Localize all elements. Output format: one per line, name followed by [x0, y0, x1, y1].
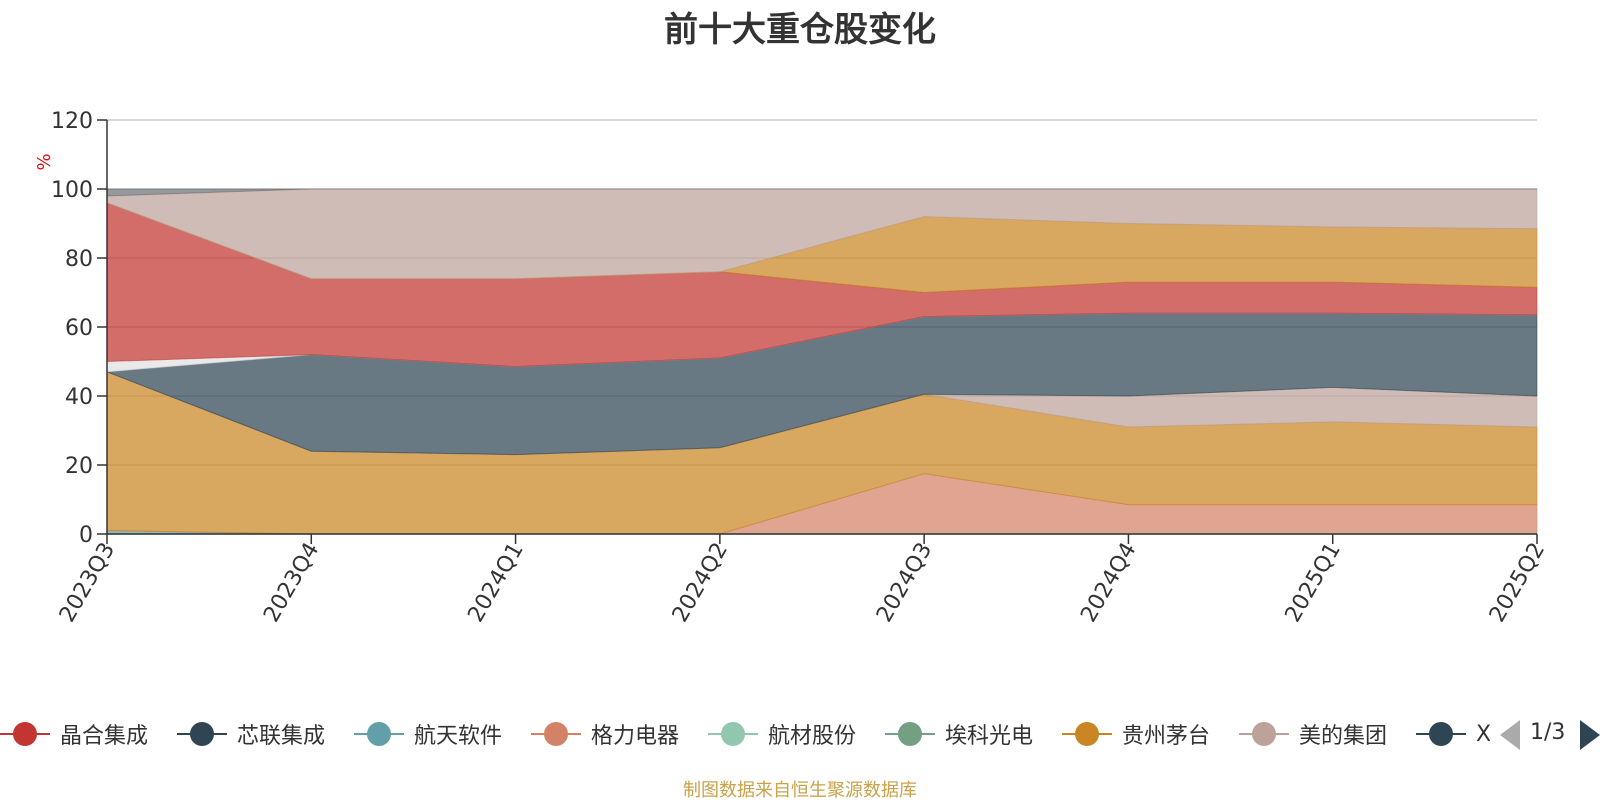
- area-series-layer: [106, 188, 1538, 535]
- legend-marker-icon: [885, 706, 935, 762]
- legend-label: 埃科光电: [945, 724, 1034, 749]
- x-tick-label: 2025Q2: [1485, 539, 1550, 627]
- x-tick-label: 2023Q4: [259, 539, 324, 627]
- legend-label: 航材股份: [768, 724, 857, 749]
- legend-item[interactable]: 航天软件: [354, 706, 502, 762]
- legend-marker-icon: [0, 706, 50, 762]
- legend-marker-icon: [1239, 706, 1289, 762]
- legend-label: X1: [1476, 721, 1490, 747]
- legend-item[interactable]: 航材股份: [708, 706, 856, 762]
- legend-marker-icon: [708, 706, 758, 762]
- legend: 晶合集成 芯联集成 航天软件 格力电器 航材股份 埃科光电 贵州茅台 美的集团 X1 1/3: [0, 706, 1600, 762]
- y-tick-label: 80: [65, 247, 93, 272]
- legend-page-indicator: 1/3: [1530, 720, 1566, 745]
- legend-label: 贵州茅台: [1122, 724, 1211, 749]
- legend-item[interactable]: X1: [1416, 706, 1490, 762]
- legend-label: 芯联集成: [237, 724, 326, 749]
- legend-item[interactable]: 美的集团: [1239, 706, 1387, 762]
- legend-marker-icon: [1062, 706, 1112, 762]
- legend-item[interactable]: 格力电器: [531, 706, 679, 762]
- chart-title: 前十大重仓股变化: [664, 10, 936, 50]
- legend-label: 晶合集成: [60, 724, 149, 749]
- y-tick-label: 0: [79, 523, 93, 548]
- legend-item[interactable]: 贵州茅台: [1062, 706, 1210, 762]
- source-note: 制图数据来自恒生聚源数据库: [683, 780, 917, 801]
- area-series-13[interactable]: [106, 188, 1537, 197]
- y-axis-label: %: [34, 153, 55, 170]
- legend-label: 美的集团: [1299, 724, 1388, 749]
- x-tick-label: 2024Q3: [872, 539, 937, 627]
- x-tick-label: 2025Q1: [1281, 539, 1346, 627]
- legend-label: 格力电器: [591, 724, 680, 749]
- legend-item[interactable]: 芯联集成: [177, 706, 325, 762]
- legend-marker-icon: [1416, 706, 1466, 762]
- y-tick-label: 40: [65, 385, 93, 410]
- x-tick-label: 2024Q2: [668, 539, 733, 627]
- x-tick-label: 2024Q4: [1076, 539, 1141, 627]
- legend-label: 航天软件: [414, 724, 503, 749]
- legend-marker-icon: [177, 706, 227, 762]
- legend-items: 晶合集成 芯联集成 航天软件 格力电器 航材股份 埃科光电 贵州茅台 美的集团 X1: [0, 706, 1490, 762]
- y-tick-label: 120: [51, 109, 93, 134]
- y-tick-label: 20: [65, 454, 93, 479]
- legend-marker-icon: [354, 706, 404, 762]
- legend-next-page-icon[interactable]: [1580, 720, 1600, 750]
- legend-marker-icon: [531, 706, 581, 762]
- y-tick-label: 100: [51, 178, 93, 203]
- legend-item[interactable]: 晶合集成: [0, 706, 148, 762]
- x-tick-label: 2024Q1: [463, 539, 528, 627]
- legend-item[interactable]: 埃科光电: [885, 706, 1033, 762]
- y-tick-label: 60: [65, 316, 93, 341]
- x-tick-label: 2023Q3: [55, 539, 120, 627]
- legend-prev-page-icon[interactable]: [1500, 720, 1520, 750]
